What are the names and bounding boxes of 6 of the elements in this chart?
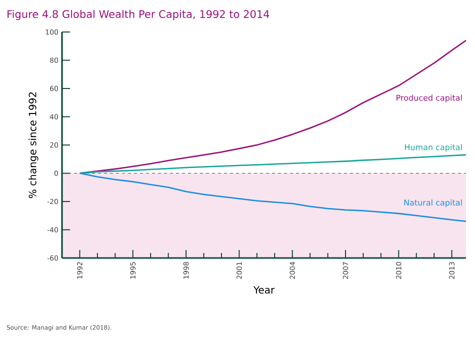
chart-title: Figure 4.8 Global Wealth Per Capita, 1992 to 2014 bbox=[8, 10, 270, 20]
series-label: Human capital bbox=[404, 144, 462, 152]
series-label: Produced capital bbox=[396, 94, 462, 102]
series-label: Natural capital bbox=[404, 199, 462, 208]
x-axis-title: Year bbox=[253, 286, 275, 294]
y-axis-title: % change since 1992 bbox=[28, 92, 38, 198]
